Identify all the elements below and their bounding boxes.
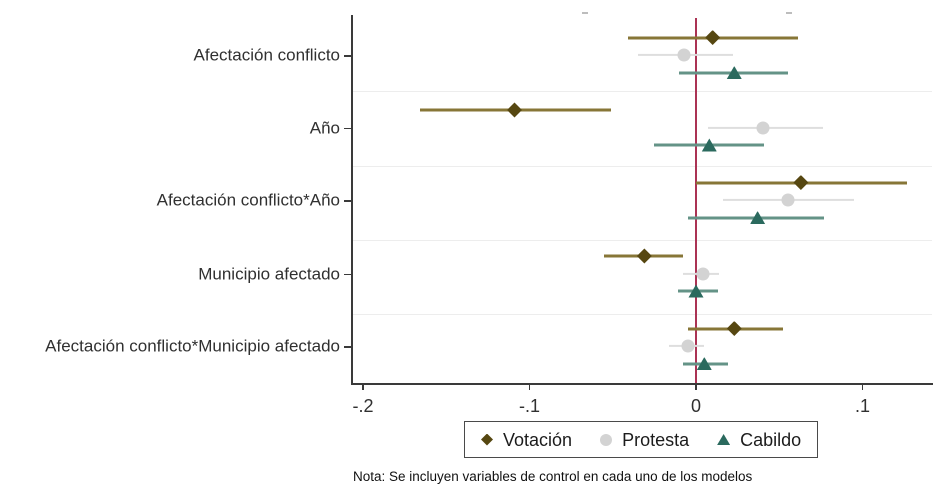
- legend-label: Cabildo: [740, 429, 802, 450]
- y-axis-tick: [344, 55, 351, 57]
- point-estimate-marker-diamond: [507, 102, 522, 118]
- point-estimate-marker-diamond: [705, 30, 721, 45]
- x-tick-label: -.2: [352, 396, 374, 416]
- x-axis-tick: [528, 383, 531, 390]
- legend-entry-cabildo: Cabildo: [717, 431, 801, 449]
- circle-icon: [600, 433, 613, 446]
- x-tick-label: 0: [690, 396, 702, 416]
- cropped-text-fragment: [582, 12, 588, 14]
- point-estimate-marker-diamond: [636, 248, 652, 264]
- x-axis-tick: [861, 383, 864, 390]
- y-axis-tick: [344, 346, 351, 348]
- x-tick-label: -.1: [518, 396, 541, 416]
- legend: Votación Protesta Cabildo: [464, 421, 819, 458]
- legend-label: Protesta: [622, 429, 690, 450]
- figure-note: Nota: Se incluyen variables de control e…: [353, 469, 753, 484]
- point-estimate-marker-circle: [756, 121, 770, 134]
- point-estimate-marker-diamond: [726, 321, 742, 336]
- category-label: Año: [309, 118, 340, 137]
- legend-label: Votación: [503, 429, 573, 450]
- y-axis-line: [351, 15, 353, 383]
- point-estimate-marker-diamond: [793, 175, 809, 190]
- x-axis-line: [351, 383, 933, 385]
- category-label: Afectación conflicto*Año: [156, 190, 340, 210]
- point-estimate-marker-circle: [677, 48, 691, 62]
- legend-entry-votación: Votación: [481, 431, 572, 449]
- point-estimate-marker-circle: [781, 193, 795, 207]
- group-separator-gridline: [351, 166, 932, 167]
- group-separator-gridline: [351, 240, 932, 241]
- category-label: Afectación conflicto*Municipio afectado: [45, 336, 340, 356]
- y-axis-tick: [344, 200, 351, 202]
- y-axis-tick: [344, 127, 351, 130]
- group-separator-gridline: [351, 91, 932, 92]
- group-separator-gridline: [351, 314, 932, 315]
- x-axis-tick: [695, 383, 697, 390]
- category-label: Afectación conflicto: [193, 45, 340, 65]
- point-estimate-marker-circle: [696, 267, 710, 280]
- zero-reference-line: [695, 18, 697, 383]
- legend-entry-protesta: Protesta: [600, 431, 689, 449]
- triangle-icon: [717, 434, 731, 445]
- x-tick-label: .1: [854, 396, 871, 416]
- point-estimate-marker-circle: [681, 339, 695, 353]
- cropped-text-fragment: [786, 12, 792, 14]
- y-axis-tick: [344, 273, 351, 276]
- diamond-icon: [481, 433, 493, 446]
- category-label: Municipio afectado: [198, 264, 340, 283]
- x-axis-tick: [362, 383, 364, 390]
